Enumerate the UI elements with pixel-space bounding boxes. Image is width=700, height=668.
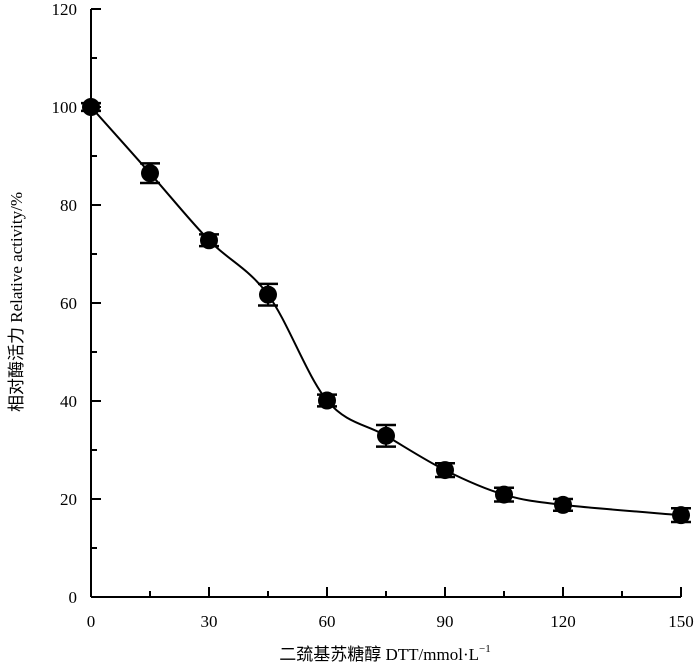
series [81, 98, 691, 525]
data-point [200, 231, 218, 250]
x-tick-label: 120 [550, 612, 576, 631]
y-tick-label: 40 [60, 392, 77, 411]
ticks: 0 20 40 60 80 100 120 0 30 60 90 120 150 [52, 0, 694, 631]
data-point [436, 461, 454, 480]
x-tick-label: 30 [201, 612, 218, 631]
x-tick-label: 150 [668, 612, 694, 631]
x-tick-label: 90 [437, 612, 454, 631]
y-tick-label: 100 [52, 98, 78, 117]
series-line [90, 106, 682, 517]
x-axis-title-text: 二巯基苏糖醇 DTT/mmol·L [279, 645, 479, 664]
data-point [318, 391, 336, 410]
y-tick-label: 20 [60, 490, 77, 509]
y-tick-label: 0 [69, 588, 78, 607]
x-tick-label: 0 [87, 612, 96, 631]
y-tick-label: 60 [60, 294, 77, 313]
x-tick-label: 60 [319, 612, 336, 631]
y-axis-title: 相对酶活力 Relative activity/% [7, 192, 26, 412]
y-tick-label: 120 [52, 0, 78, 19]
data-point [554, 495, 572, 514]
x-axis-title-superscript: −1 [479, 643, 491, 655]
data-point [495, 485, 513, 504]
x-axis-title: 二巯基苏糖醇 DTT/mmol·L−1 [279, 643, 490, 664]
data-point [672, 506, 690, 525]
y-tick-label: 80 [60, 196, 77, 215]
data-point [377, 426, 395, 445]
data-point [259, 285, 277, 304]
data-point [141, 164, 159, 183]
axes [90, 9, 681, 598]
data-point [82, 98, 100, 116]
